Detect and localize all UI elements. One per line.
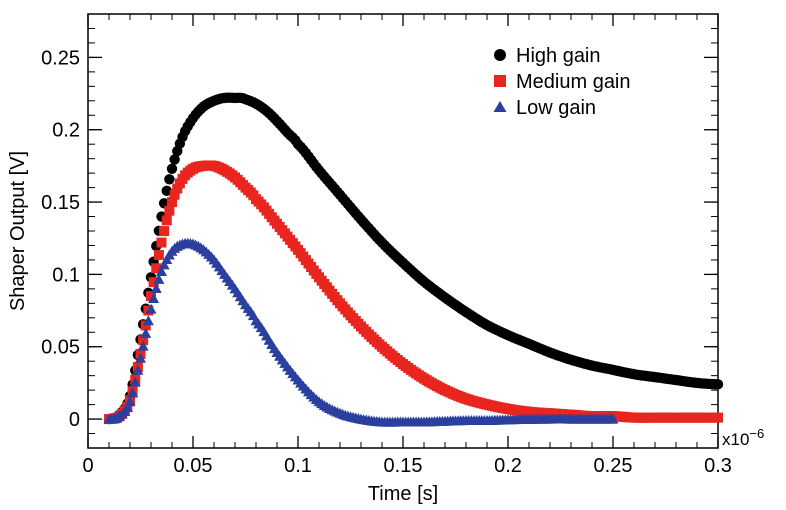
- low-gain-marker: [158, 259, 170, 270]
- low-gain-marker: [148, 292, 160, 303]
- medium-gain-marker: [159, 226, 170, 237]
- medium-gain-marker: [140, 320, 151, 331]
- medium-gain-marker: [164, 205, 175, 216]
- low-gain-marker: [607, 413, 619, 424]
- low-gain-marker: [142, 315, 154, 326]
- low-gain-marker: [156, 266, 167, 277]
- x-tick-label: 0.05: [174, 455, 213, 477]
- medium-gain-marker: [161, 215, 172, 226]
- y-tick-label: 0.05: [41, 337, 80, 359]
- series-layer: [103, 92, 724, 427]
- low-gain-marker: [153, 273, 165, 284]
- low-gain-marker: [121, 402, 133, 413]
- x-multiplier: x10−6: [722, 426, 764, 449]
- x-tick-label: 0.1: [284, 455, 312, 477]
- x-tick-label: 0.2: [494, 455, 522, 477]
- legend-label-medium-gain: Medium gain: [516, 71, 631, 93]
- tick-labels: 0 0.05 0.1 0.15 0.2 0.25 0.3 0 0.05 0.1 0.15 0.2 0.2…: [41, 47, 732, 477]
- legend-marker-high-gain: [494, 49, 506, 61]
- medium-gain-marker: [151, 263, 162, 274]
- x-tick-label: 0: [82, 455, 93, 477]
- legend-marker-medium-gain: [494, 75, 506, 87]
- medium-gain-marker: [169, 189, 180, 200]
- y-tick-label: 0: [69, 409, 80, 431]
- medium-gain-marker: [156, 237, 167, 248]
- y-tick-label: 0.25: [41, 47, 80, 69]
- legend-label-high-gain: High gain: [516, 45, 601, 67]
- high-gain-marker: [166, 163, 178, 174]
- medium-gain-marker: [153, 249, 164, 260]
- medium-gain-marker: [167, 197, 177, 208]
- legend: High gain Medium gain Low gain: [493, 45, 631, 119]
- x-axis-title: Time [s]: [368, 483, 438, 505]
- x-multiplier-exponent: −6: [749, 426, 764, 441]
- y-axis-title: Shaper Output [V]: [7, 151, 29, 311]
- legend-marker-low-gain: [493, 101, 507, 112]
- y-tick-label: 0.2: [52, 120, 80, 142]
- x-tick-label: 0.3: [704, 455, 732, 477]
- medium-gain-marker: [713, 412, 723, 423]
- x-multiplier-base: x10: [722, 430, 749, 449]
- low-gain-marker: [135, 352, 146, 363]
- medium-gain-marker: [146, 291, 156, 302]
- low-gain-marker: [127, 387, 139, 398]
- low-gain-marker: [140, 327, 152, 338]
- legend-label-low-gain: Low gain: [516, 97, 596, 119]
- series-triangle: [103, 237, 619, 427]
- low-gain-marker: [129, 376, 141, 387]
- medium-gain-marker: [148, 277, 159, 288]
- high-gain-marker: [169, 154, 180, 165]
- y-tick-label: 0.15: [41, 192, 80, 214]
- x-tick-label: 0.25: [594, 455, 633, 477]
- low-gain-marker: [145, 303, 157, 314]
- medium-gain-marker: [172, 183, 183, 194]
- x-tick-label: 0.15: [384, 455, 423, 477]
- low-gain-marker: [150, 283, 162, 294]
- low-gain-marker: [124, 396, 136, 407]
- low-gain-marker: [132, 364, 144, 375]
- medium-gain-marker: [138, 335, 149, 346]
- high-gain-marker: [164, 174, 175, 185]
- axis-ticks: [87, 13, 719, 449]
- low-gain-marker: [137, 340, 149, 351]
- y-tick-label: 0.1: [52, 264, 80, 286]
- high-gain-marker: [712, 379, 724, 390]
- high-gain-marker: [161, 185, 172, 197]
